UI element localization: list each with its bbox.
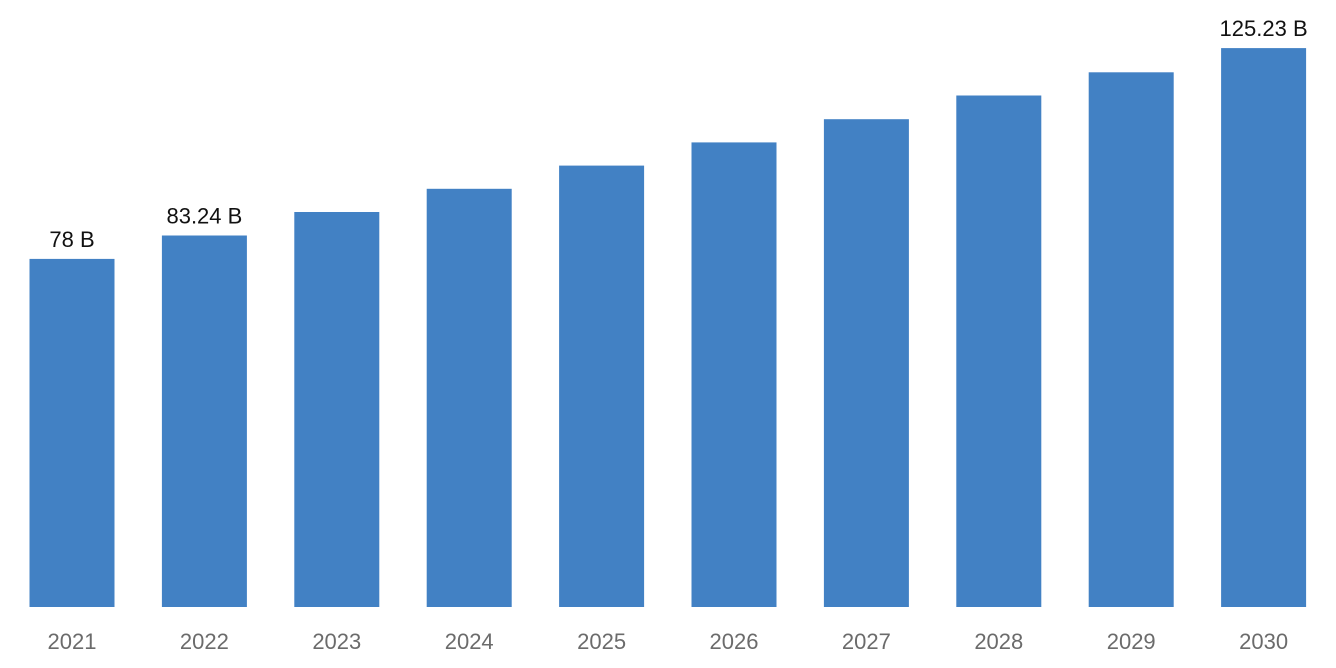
bar-2025 xyxy=(559,165,645,607)
x-tick-label-2026: 2026 xyxy=(710,629,759,654)
bar-2023 xyxy=(294,212,380,607)
bar-2027 xyxy=(823,119,909,607)
bar-2022 xyxy=(161,235,247,607)
x-tick-label-2028: 2028 xyxy=(974,629,1023,654)
x-tick-label-2022: 2022 xyxy=(180,629,229,654)
bar-2024 xyxy=(426,188,512,608)
bar-2028 xyxy=(956,95,1042,607)
data-label-2021: 78 B xyxy=(49,227,94,252)
x-tick-label-2027: 2027 xyxy=(842,629,891,654)
bar-2029 xyxy=(1088,72,1174,608)
data-label-2022: 83.24 B xyxy=(166,204,242,229)
x-tick-label-2024: 2024 xyxy=(445,629,494,654)
x-tick-label-2025: 2025 xyxy=(577,629,626,654)
data-labels-group: 78 B 83.24 B 125.23 B xyxy=(49,16,1307,252)
x-tick-label-2021: 2021 xyxy=(48,629,97,654)
bars-group xyxy=(29,48,1307,608)
bar-2026 xyxy=(691,142,777,607)
x-tick-label-2029: 2029 xyxy=(1107,629,1156,654)
x-tick-label-2030: 2030 xyxy=(1239,629,1288,654)
bar-2021 xyxy=(29,258,115,607)
bar-2030 xyxy=(1221,48,1307,608)
x-axis-tick-labels: 2021 2022 2023 2024 2025 2026 2027 2028 2029 2030 xyxy=(48,629,1289,654)
data-label-2030: 125.23 B xyxy=(1220,16,1308,41)
x-tick-label-2023: 2023 xyxy=(312,629,361,654)
